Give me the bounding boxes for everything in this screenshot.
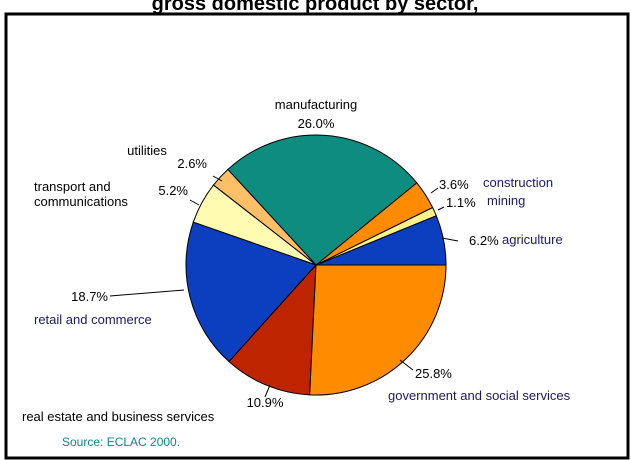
category-label-transport-and-communications-line1: transport and — [34, 179, 111, 194]
value-label-agriculture: 6.2% — [469, 233, 499, 248]
category-label-transport-and-communications-line2: communications — [34, 194, 128, 209]
category-label-retail-and-commerce: retail and commerce — [34, 312, 152, 327]
category-label-construction: construction — [483, 175, 553, 190]
category-label-mining: mining — [487, 193, 525, 208]
leader-line-utilities — [212, 175, 223, 182]
leader-line-mining — [437, 206, 445, 211]
category-label-government-and-social-services: government and social services — [388, 388, 571, 403]
leader-line-government-and-social-services — [399, 359, 414, 371]
value-label-construction: 3.6% — [439, 177, 469, 192]
category-label-agriculture: agriculture — [502, 232, 563, 247]
leader-line-transport-and-communications — [189, 199, 200, 206]
source-note: Source: ECLAC 2000. — [62, 435, 180, 449]
leader-lines — [109, 175, 459, 398]
value-label-government-and-social-services: 25.8% — [415, 366, 452, 381]
value-label-transport-and-communications: 5.2% — [158, 183, 188, 198]
chart-title-fragment: gross domestic product by sector, — [152, 0, 479, 15]
leader-line-construction — [430, 187, 439, 194]
category-label-utilities: utilities — [127, 143, 167, 158]
pie-slice-manufacturing — [227, 134, 418, 266]
value-label-manufacturing: 26.0% — [298, 116, 335, 131]
value-label-mining: 1.1% — [446, 195, 476, 210]
pie-slice-real-estate-and-business-services — [228, 263, 317, 396]
category-label-manufacturing: manufacturing — [275, 97, 357, 112]
pie-slice-government-and-social-services — [309, 264, 447, 396]
category-label-real-estate-and-business-services: real estate and business services — [22, 409, 215, 424]
value-label-utilities: 2.6% — [177, 156, 207, 171]
pie-slice-retail-and-commerce — [185, 221, 317, 363]
pie-slices — [185, 134, 447, 396]
value-label-retail-and-commerce: 18.7% — [71, 289, 108, 304]
leader-line-agriculture — [441, 237, 459, 242]
slice-labels: 6.2% agriculture 1.1% mining 3.6% constructio… — [22, 97, 571, 424]
chart-border — [4, 12, 630, 460]
value-label-real-estate-and-business-services: 10.9% — [247, 395, 284, 410]
leader-line-real-estate-and-business-services — [264, 384, 271, 398]
leader-line-retail-and-commerce — [109, 289, 185, 297]
